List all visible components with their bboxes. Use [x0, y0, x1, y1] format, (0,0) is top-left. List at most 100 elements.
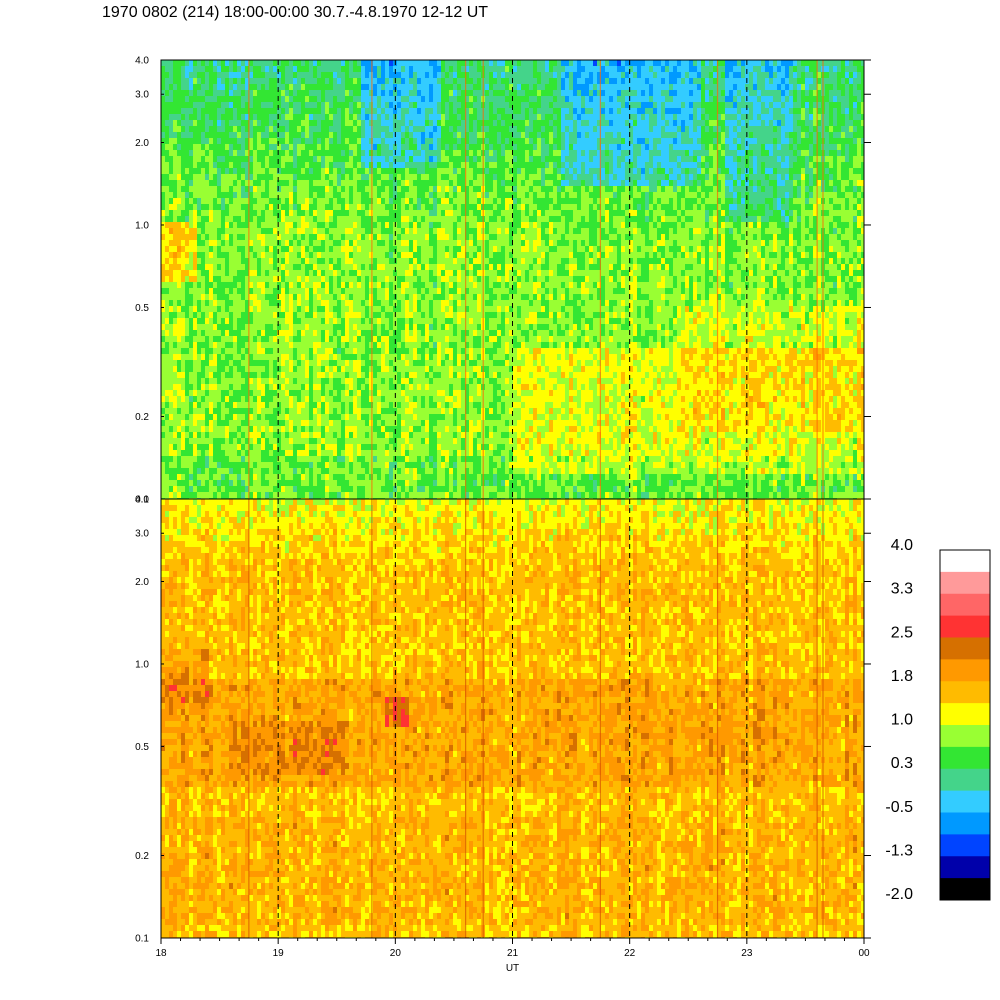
heatmap-cell	[301, 336, 306, 343]
heatmap-cell	[409, 138, 414, 145]
heatmap-cell	[233, 222, 238, 229]
heatmap-cell	[245, 120, 250, 127]
heatmap-cell	[185, 414, 190, 421]
heatmap-cell	[181, 114, 186, 121]
heatmap-cell	[405, 426, 410, 433]
heatmap-cell	[273, 156, 278, 163]
heatmap-cell	[397, 150, 402, 157]
heatmap-cell	[405, 396, 410, 403]
heatmap-cell	[213, 234, 218, 241]
heatmap-cell	[373, 480, 378, 487]
heatmap-cell	[161, 228, 166, 235]
heatmap-cell	[397, 288, 402, 295]
heatmap-cell	[321, 276, 326, 283]
heatmap-cell	[281, 192, 286, 199]
heatmap-cell	[413, 444, 418, 451]
heatmap-cell	[269, 300, 274, 307]
heatmap-cell	[349, 186, 354, 193]
heatmap-cell	[245, 336, 250, 343]
heatmap-cell	[345, 66, 350, 73]
heatmap-cell	[369, 282, 374, 289]
heatmap-cell	[305, 492, 310, 499]
heatmap-cell	[165, 378, 170, 385]
heatmap-cell	[289, 432, 294, 439]
heatmap-cell	[233, 264, 238, 271]
heatmap-cell	[241, 288, 246, 295]
heatmap-cell	[285, 300, 290, 307]
heatmap-cell	[365, 294, 370, 301]
heatmap-cell	[429, 276, 434, 283]
heatmap-cell	[197, 216, 202, 223]
heatmap-cell	[389, 234, 394, 241]
heatmap-cell	[257, 288, 262, 295]
heatmap-cell	[273, 312, 278, 319]
heatmap-cell	[413, 294, 418, 301]
heatmap-cell	[225, 264, 230, 271]
heatmap-cell	[281, 66, 286, 73]
heatmap-cell	[333, 384, 338, 391]
heatmap-cell	[325, 342, 330, 349]
heatmap-cell	[409, 444, 414, 451]
heatmap-cell	[321, 192, 326, 199]
heatmap-cell	[257, 408, 262, 415]
heatmap-cell	[201, 150, 206, 157]
heatmap-cell	[369, 114, 374, 121]
heatmap-cell	[425, 462, 430, 469]
heatmap-cell	[317, 426, 322, 433]
heatmap-cell	[381, 150, 386, 157]
heatmap-cell	[337, 204, 342, 211]
heatmap-cell	[189, 312, 194, 319]
heatmap-cell	[165, 114, 170, 121]
heatmap-cell	[185, 180, 190, 187]
heatmap-cell	[345, 96, 350, 103]
heatmap-cell	[257, 330, 262, 337]
heatmap-cell	[197, 174, 202, 181]
heatmap-cell	[313, 60, 318, 67]
heatmap-cell	[293, 270, 298, 277]
heatmap-cell	[245, 60, 250, 67]
heatmap-cell	[333, 252, 338, 259]
heatmap-cell	[185, 174, 190, 181]
heatmap-cell	[389, 60, 394, 67]
heatmap-cell	[401, 102, 406, 109]
heatmap-cell	[345, 462, 350, 469]
heatmap-cell	[217, 468, 222, 475]
heatmap-cell	[341, 84, 346, 91]
heatmap-cell	[329, 330, 334, 337]
heatmap-cell	[225, 66, 230, 73]
heatmap-cell	[285, 240, 290, 247]
heatmap-cell	[205, 162, 210, 169]
heatmap-cell	[193, 408, 198, 415]
heatmap-cell	[301, 492, 306, 499]
heatmap-cell	[237, 96, 242, 103]
heatmap-cell	[189, 324, 194, 331]
heatmap-cell	[349, 474, 354, 481]
heatmap-cell	[209, 162, 214, 169]
heatmap-cell	[421, 276, 426, 283]
heatmap-cell	[409, 240, 414, 247]
heatmap-cell	[193, 60, 198, 67]
heatmap-cell	[317, 402, 322, 409]
heatmap-cell	[249, 216, 254, 223]
heatmap-cell	[201, 474, 206, 481]
heatmap-cell	[377, 324, 382, 331]
heatmap-cell	[165, 366, 170, 373]
heatmap-cell	[397, 276, 402, 283]
heatmap-cell	[337, 246, 342, 253]
heatmap-cell	[317, 360, 322, 367]
heatmap-cell	[281, 72, 286, 79]
heatmap-cell	[213, 378, 218, 385]
heatmap-cell	[301, 402, 306, 409]
heatmap-cell	[257, 366, 262, 373]
heatmap-cell	[305, 120, 310, 127]
heatmap-cell	[273, 300, 278, 307]
heatmap-cell	[321, 336, 326, 343]
heatmap-cell	[281, 390, 286, 397]
heatmap-cell	[317, 300, 322, 307]
heatmap-cell	[297, 168, 302, 175]
heatmap-cell	[281, 144, 286, 151]
heatmap-cell	[361, 240, 366, 247]
heatmap-cell	[325, 384, 330, 391]
heatmap-cell	[225, 294, 230, 301]
heatmap-cell	[205, 120, 210, 127]
